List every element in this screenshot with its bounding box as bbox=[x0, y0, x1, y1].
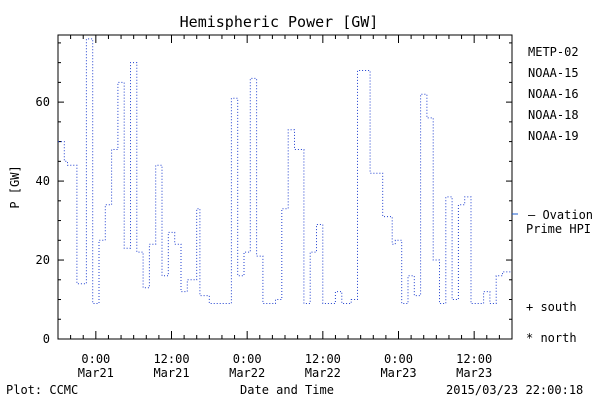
legend-item-noaa-15: NOAA-15 bbox=[528, 66, 579, 80]
x-tick-date-label: Mar22 bbox=[305, 366, 341, 380]
south-marker-legend: + south bbox=[526, 300, 577, 314]
x-tick-time-label: 0:00 bbox=[233, 352, 262, 366]
x-tick-time-label: 0:00 bbox=[81, 352, 110, 366]
x-tick-date-label: Mar21 bbox=[78, 366, 114, 380]
chart-title: Hemispheric Power [GW] bbox=[180, 13, 379, 31]
x-tick-date-label: Mar22 bbox=[229, 366, 265, 380]
north-marker-legend: * north bbox=[526, 331, 577, 345]
legend-item-noaa-18: NOAA-18 bbox=[528, 108, 579, 122]
x-tick-date-label: Mar21 bbox=[153, 366, 189, 380]
y-axis-label: P [GW] bbox=[8, 165, 22, 208]
legend-item-noaa-16: NOAA-16 bbox=[528, 87, 579, 101]
x-axis-label: Date and Time bbox=[240, 383, 334, 397]
plot-frame bbox=[57, 34, 513, 340]
y-tick-label: 20 bbox=[36, 253, 50, 267]
y-tick-label: 60 bbox=[36, 95, 50, 109]
x-tick-date-label: Mar23 bbox=[380, 366, 416, 380]
ovation-label-line2: Prime HPI bbox=[526, 222, 591, 236]
x-tick-time-label: 0:00 bbox=[384, 352, 413, 366]
y-tick-label: 40 bbox=[36, 174, 50, 188]
x-tick-time-label: 12:00 bbox=[456, 352, 492, 366]
series-layer bbox=[58, 38, 512, 304]
x-tick-time-label: 12:00 bbox=[153, 352, 189, 366]
footer-timestamp: 2015/03/23 22:00:18 bbox=[446, 383, 583, 397]
ovation-label: — Ovation bbox=[528, 208, 593, 222]
legend-item-noaa-19: NOAA-19 bbox=[528, 129, 579, 143]
x-tick-date-label: Mar23 bbox=[456, 366, 492, 380]
legend-item-metp-02: METP-02 bbox=[528, 45, 579, 59]
series-line-noaa-15 bbox=[58, 38, 512, 304]
y-axis-ticks: 0 20 40 60 bbox=[36, 42, 512, 346]
x-tick-time-label: 12:00 bbox=[305, 352, 341, 366]
legend: METP-02 NOAA-15 NOAA-16 NOAA-18 NOAA-19 bbox=[528, 45, 579, 143]
footer-plot-source: Plot: CCMC bbox=[6, 383, 78, 397]
x-axis-ticks: 0:00Mar2112:00Mar210:00Mar2212:00Mar220:… bbox=[70, 35, 500, 380]
y-tick-label: 0 bbox=[43, 332, 50, 346]
